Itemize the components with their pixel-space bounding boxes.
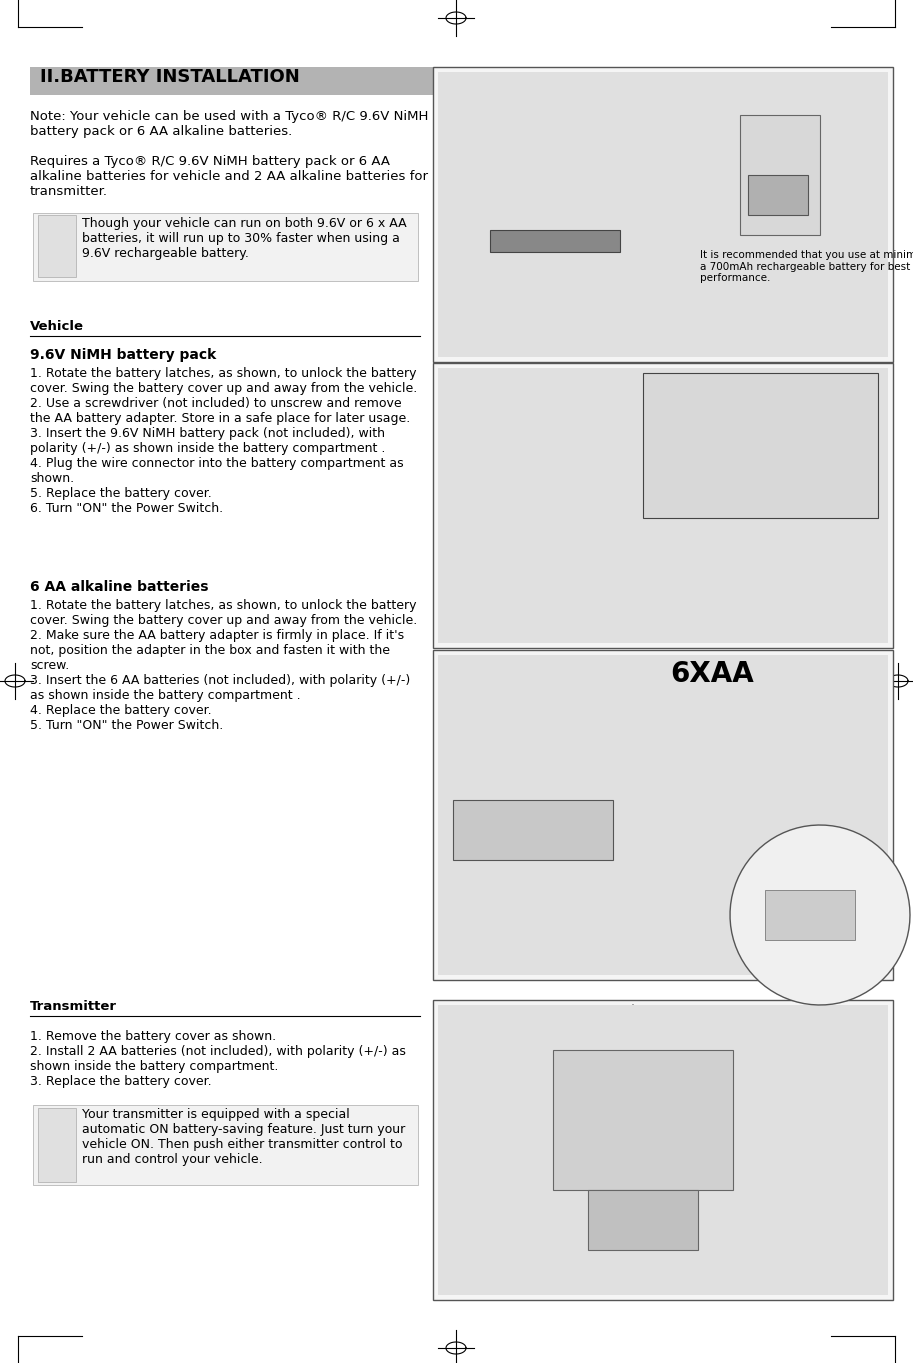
- FancyBboxPatch shape: [438, 1005, 888, 1295]
- FancyBboxPatch shape: [588, 1190, 698, 1250]
- FancyBboxPatch shape: [553, 1050, 733, 1190]
- FancyBboxPatch shape: [433, 67, 893, 363]
- Text: II.BATTERY INSTALLATION: II.BATTERY INSTALLATION: [40, 68, 299, 86]
- FancyBboxPatch shape: [30, 67, 890, 95]
- FancyBboxPatch shape: [433, 650, 893, 980]
- Text: 1. Rotate the battery latches, as shown, to unlock the battery
cover. Swing the : 1. Rotate the battery latches, as shown,…: [30, 598, 417, 732]
- FancyBboxPatch shape: [38, 215, 76, 277]
- Text: 1. Remove the battery cover as shown.
2. Install 2 AA batteries (not included), : 1. Remove the battery cover as shown. 2.…: [30, 1030, 406, 1088]
- FancyBboxPatch shape: [740, 114, 820, 234]
- FancyBboxPatch shape: [748, 174, 808, 215]
- FancyBboxPatch shape: [38, 1108, 76, 1182]
- Text: Vehicle: Vehicle: [30, 320, 84, 333]
- FancyBboxPatch shape: [33, 213, 418, 281]
- FancyBboxPatch shape: [643, 373, 878, 518]
- Text: 1. Rotate the battery latches, as shown, to unlock the battery
cover. Swing the : 1. Rotate the battery latches, as shown,…: [30, 367, 417, 515]
- FancyBboxPatch shape: [433, 1000, 893, 1300]
- Text: Transmitter: Transmitter: [30, 1000, 117, 1013]
- Polygon shape: [730, 825, 910, 1005]
- Text: It is recommended that you use at minimum
a 700mAh rechargeable battery for best: It is recommended that you use at minimu…: [700, 249, 913, 284]
- Text: 9.6V NiMH battery pack: 9.6V NiMH battery pack: [30, 348, 216, 363]
- FancyBboxPatch shape: [490, 230, 620, 252]
- Text: +: +: [748, 120, 758, 129]
- FancyBboxPatch shape: [433, 363, 893, 647]
- Text: 6 AA alkaline batteries: 6 AA alkaline batteries: [30, 581, 208, 594]
- Text: −: −: [768, 120, 777, 129]
- Text: Though your vehicle can run on both 9.6V or 6 x AA
batteries, it will run up to : Though your vehicle can run on both 9.6V…: [82, 217, 406, 260]
- Text: Your transmitter is equipped with a special
automatic ON battery-saving feature.: Your transmitter is equipped with a spec…: [82, 1108, 405, 1165]
- Text: Requires a Tyco® R/C 9.6V NiMH battery pack or 6 AA
alkaline batteries for vehic: Requires a Tyco® R/C 9.6V NiMH battery p…: [30, 155, 428, 198]
- FancyBboxPatch shape: [438, 72, 888, 357]
- Text: 9.6V d.c. NiMH,: 9.6V d.c. NiMH,: [497, 232, 582, 243]
- FancyBboxPatch shape: [765, 890, 855, 940]
- Text: 6XAA: 6XAA: [670, 660, 754, 688]
- FancyBboxPatch shape: [438, 656, 888, 975]
- FancyBboxPatch shape: [33, 1105, 418, 1184]
- Text: Note: Your vehicle can be used with a Tyco® R/C 9.6V NiMH
battery pack or 6 AA a: Note: Your vehicle can be used with a Ty…: [30, 110, 428, 138]
- FancyBboxPatch shape: [438, 368, 888, 643]
- FancyBboxPatch shape: [453, 800, 613, 860]
